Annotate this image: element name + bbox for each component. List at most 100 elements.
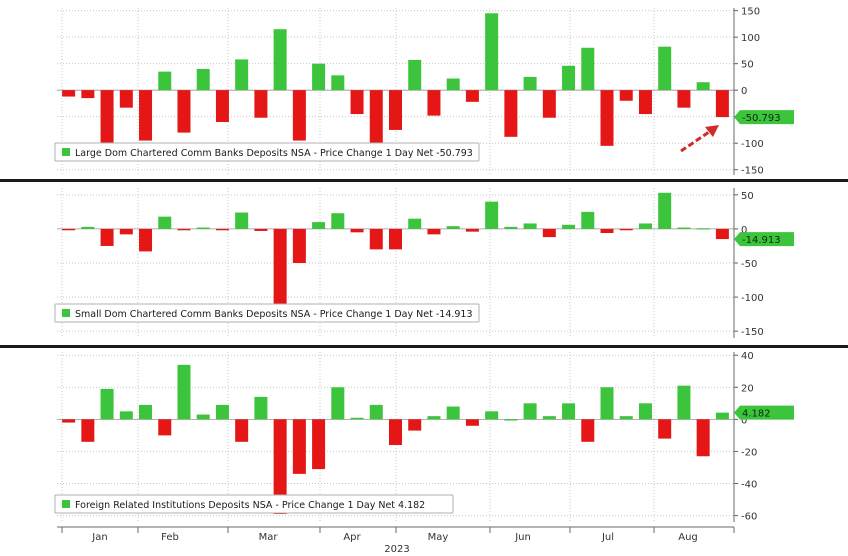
bar [658, 46, 672, 91]
legend-label: Large Dom Chartered Comm Banks Deposits … [75, 148, 473, 159]
bar [235, 59, 249, 91]
bar [408, 419, 422, 431]
legend-box [54, 142, 480, 162]
bar [312, 63, 326, 91]
bar [581, 419, 595, 442]
legend: Small Dom Chartered Comm Banks Deposits … [54, 303, 480, 323]
bar [350, 228, 364, 233]
legend: Foreign Related Institutions Deposits NS… [54, 494, 454, 514]
bar [177, 90, 191, 133]
x-year-label: 2023 [384, 544, 409, 555]
bar [408, 59, 422, 91]
bar [331, 75, 345, 91]
bar [177, 364, 191, 420]
bar [158, 419, 172, 436]
y-tick-label: -40 [741, 480, 757, 491]
bar [273, 419, 287, 514]
bar [638, 223, 652, 229]
bar [581, 47, 595, 91]
y-tick-label: 0 [741, 225, 747, 236]
arrow-shaft [680, 128, 713, 153]
bar [292, 228, 306, 263]
panel-divider [0, 345, 848, 348]
y-tick-label: 0 [741, 415, 747, 426]
bar [542, 228, 556, 238]
bar [81, 419, 95, 442]
bar [254, 90, 268, 118]
annotation-arrow [680, 125, 719, 153]
y-tick-label: -100 [741, 293, 764, 304]
bar [427, 416, 441, 420]
bar [215, 404, 229, 420]
last-value-tag: 4.182 [734, 405, 794, 420]
legend-label: Foreign Related Institutions Deposits NS… [75, 500, 425, 511]
panel-divider [0, 179, 848, 182]
bar [139, 228, 153, 252]
bar [369, 404, 383, 420]
bar [389, 228, 402, 250]
bar [677, 385, 691, 420]
bar [100, 228, 114, 246]
bar [446, 78, 460, 91]
bar [81, 90, 95, 99]
bar [658, 192, 672, 229]
x-month-label: Aug [678, 532, 698, 543]
bar [196, 414, 210, 420]
panel-3: 40 20 0 -20 -40 -60 4.182 Foreign Related Insti… [54, 351, 794, 523]
y-tick-label: -20 [741, 447, 757, 458]
y-tick-label: -60 [741, 512, 757, 523]
bar [119, 228, 133, 235]
bar [427, 90, 441, 116]
last-value-tag: -50.793 [734, 110, 794, 125]
x-month-label: Jan [91, 532, 107, 543]
last-value-badge [734, 232, 794, 247]
bar [446, 406, 460, 420]
bar [158, 71, 172, 91]
bar [119, 90, 133, 108]
bar [562, 403, 576, 420]
y-tick-label: 50 [741, 60, 754, 71]
y-tick-label: -150 [741, 166, 764, 177]
bar [196, 68, 210, 91]
bar [100, 388, 114, 420]
bar [638, 90, 652, 115]
bar [446, 226, 460, 229]
bar [465, 90, 479, 102]
bar [215, 228, 229, 231]
bar [369, 90, 383, 146]
bar [504, 419, 518, 421]
bar [100, 90, 114, 146]
bar [619, 416, 633, 420]
y-tick-label: -150 [741, 327, 764, 338]
bar [619, 228, 633, 231]
bar [254, 228, 268, 231]
y-tick-label: 100 [741, 33, 760, 44]
bar [562, 224, 576, 229]
last-value-tag: -14.913 [734, 232, 794, 247]
bar [465, 228, 479, 232]
legend-box [54, 494, 454, 514]
last-value-badge [734, 110, 794, 125]
bar [389, 419, 402, 446]
y-tick-label: 50 [741, 191, 754, 202]
bar [408, 218, 422, 229]
last-value-badge [734, 405, 794, 420]
bar [715, 90, 729, 118]
bar [62, 419, 76, 423]
panel-2: 50 0 -50 -100 -150 -14.913 Small Dom Chartered… [54, 188, 794, 338]
bar [600, 228, 614, 233]
x-month-label: Feb [161, 532, 179, 543]
bar [158, 216, 172, 229]
bar [196, 227, 210, 229]
y-tick-label: 40 [741, 351, 754, 362]
legend-box [54, 303, 480, 323]
x-month-label: Jul [601, 532, 614, 543]
x-month-label: Mar [259, 532, 279, 543]
bar [638, 403, 652, 420]
bar [350, 417, 364, 420]
legend-swatch [62, 309, 70, 317]
bar [542, 90, 556, 118]
bar [696, 228, 710, 230]
